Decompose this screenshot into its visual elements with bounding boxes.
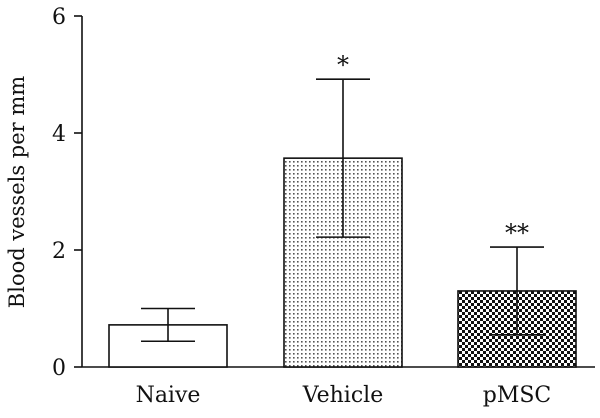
y-axis-title: Blood vessels per mm (5, 76, 29, 308)
y-tick-label: 6 (52, 5, 66, 30)
significance-marker: ** (505, 219, 529, 247)
significance-marker: * (337, 51, 349, 79)
y-tick-label: 2 (52, 239, 66, 264)
y-tick-label: 4 (52, 122, 66, 147)
x-tick-labels: Naive Vehicle pMSC (136, 383, 552, 408)
y-tick-label: 0 (52, 356, 66, 381)
bars (108, 157, 577, 368)
y-ticks: 0 2 4 6 (52, 5, 82, 381)
significance-labels: *** (337, 51, 529, 247)
x-tick-label-vehicle: Vehicle (302, 383, 383, 408)
x-tick-label-naive: Naive (136, 383, 201, 408)
x-tick-label-pmsc: pMSC (483, 383, 552, 408)
y-axis: 0 2 4 6 (52, 5, 83, 381)
error-bars (141, 78, 544, 343)
